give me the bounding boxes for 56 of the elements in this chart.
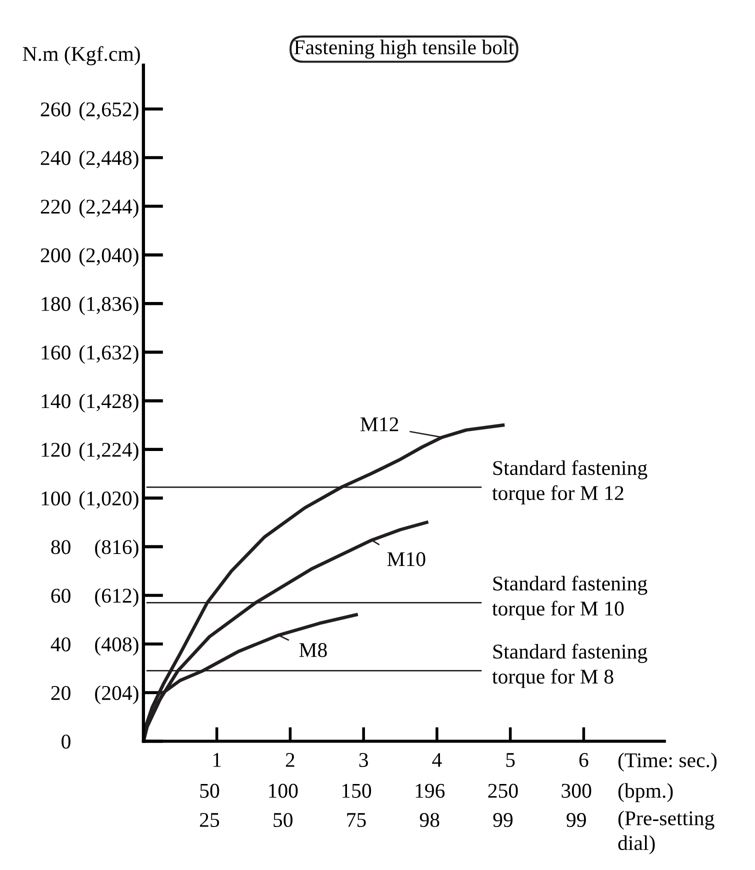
y2-tick-label: (1,632)	[79, 344, 138, 364]
text: 150	[342, 784, 372, 798]
y2-tick-label: (1,020)	[79, 490, 138, 510]
ref-line-label: Standard fastening torque for M 12	[492, 460, 648, 504]
y-tick-label: 200	[40, 248, 70, 262]
x-tick-label: 5	[506, 753, 515, 768]
annotation: M12	[360, 417, 398, 432]
annotation: M10	[387, 552, 426, 566]
text: 50	[200, 784, 220, 798]
y2-tick-label: (1,428)	[79, 394, 138, 412]
text: 98	[420, 812, 440, 828]
y-tick-label: 60	[51, 588, 70, 603]
y2-tick-label: (2,652)	[79, 102, 138, 121]
x-tick-label: 6	[579, 753, 588, 768]
text: 196	[416, 784, 445, 798]
y2-tick-label: (408)	[95, 636, 138, 656]
y-tick-label: 260	[40, 102, 70, 116]
x-tick-label: 1	[213, 753, 221, 767]
y-tick-label: 180	[42, 296, 70, 311]
y-tick-label: 160	[42, 346, 70, 360]
y-tick-label: 80	[51, 540, 70, 554]
text: 250	[488, 784, 518, 798]
text: (Pre-setting dial)	[618, 810, 714, 854]
y-tick-label: 0	[62, 734, 70, 749]
y2-tick-label: (2,040)	[79, 248, 138, 267]
text: 75	[347, 813, 366, 828]
annotation: M8	[299, 643, 327, 658]
chart-title: Fastening high tensile bolt	[294, 40, 514, 59]
y-tick-label: 220	[40, 200, 70, 214]
ref-line-label: Standard fastening torque for M 10	[492, 576, 648, 620]
text: 99	[493, 813, 513, 828]
y2-tick-label: (816)	[95, 539, 138, 558]
y-tick-label: 20	[51, 686, 70, 700]
y2-tick-label: (2,448)	[79, 150, 138, 170]
x-tick-label: 2	[286, 753, 294, 767]
y-tick-label: 140	[42, 394, 70, 408]
y-tick-label: 40	[50, 637, 70, 652]
y-tick-label: 120	[42, 442, 70, 457]
y-axis-title: N.m (Kgf.cm)	[22, 46, 140, 66]
text: (bpm.)	[618, 783, 673, 802]
text: 300	[562, 784, 592, 798]
y-tick-label: 100	[42, 491, 70, 506]
y2-tick-label: (204)	[95, 685, 138, 704]
text: 99	[566, 813, 586, 828]
y2-tick-label: (2,244)	[79, 199, 138, 218]
x-tick-label: 3	[359, 753, 368, 768]
ref-line-label: Standard fastening torque for M 8	[492, 644, 648, 688]
x-tick-label: 4	[432, 753, 442, 767]
text: 50	[274, 812, 292, 828]
text: (Time: sec.)	[618, 752, 717, 772]
y2-tick-label: (1,224)	[79, 442, 138, 462]
y2-tick-label: (1,836)	[79, 296, 138, 316]
y2-tick-label: (612)	[95, 588, 138, 608]
text: 25	[200, 813, 220, 828]
y-tick-label: 240	[40, 151, 70, 166]
text: 100	[269, 784, 298, 798]
